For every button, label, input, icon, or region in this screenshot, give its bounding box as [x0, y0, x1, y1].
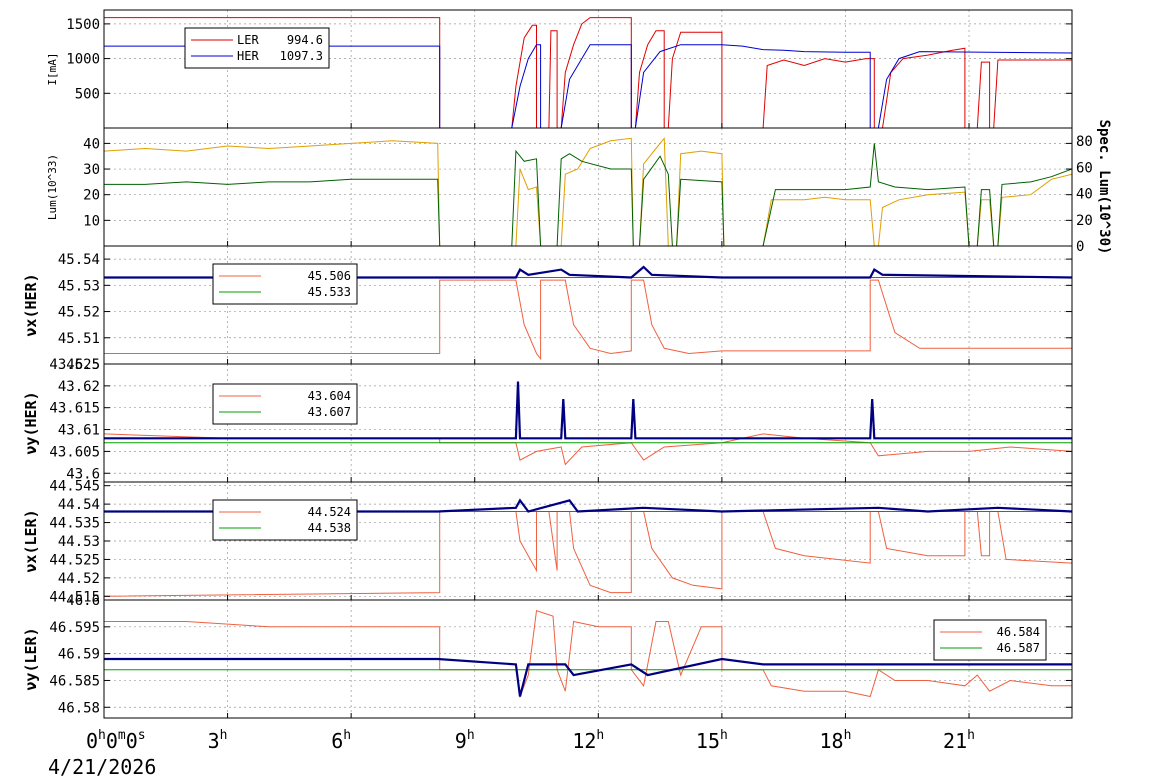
legend-box: [933, 619, 1047, 661]
ytick-label: 44.54: [58, 497, 100, 513]
ytick-label-right: 0: [1076, 239, 1084, 255]
ytick-label: 40: [83, 136, 100, 152]
ytick-label: 46.58: [58, 700, 100, 716]
xtick-label: 15h: [696, 728, 728, 753]
legend-value: 44.538: [308, 521, 351, 535]
ytick-label: 46.6: [66, 593, 100, 609]
series-line-trace: [104, 657, 1072, 697]
legend: 45.506 45.533: [212, 263, 358, 305]
ytick-label: 44.545: [49, 479, 100, 495]
ytick-label-right: 20: [1076, 213, 1093, 229]
ytick-label: 45.54: [58, 252, 100, 268]
ytick-label: 10: [83, 213, 100, 229]
legend-value: 45.506: [308, 269, 351, 283]
panel-nuy_her: 43.6 43.605 43.61 43.615 43.62 43.625 νy(HER) 4…: [22, 357, 1073, 483]
legend-value: 1097.3: [280, 49, 323, 63]
xtick-label: 21h: [943, 728, 975, 753]
y-axis-label-right: Spec. Lum(10^30): [1096, 120, 1112, 255]
ytick-label: 1500: [66, 17, 100, 33]
xtick-label: 6h: [331, 728, 351, 753]
legend-series-name: LER: [237, 33, 259, 47]
legend: 46.584 46.587: [933, 619, 1047, 661]
legend-value: 44.524: [308, 505, 351, 519]
legend-value: 45.533: [308, 285, 351, 299]
y-axis-label: Lum(10^33): [46, 154, 59, 220]
series-line-LER: [104, 17, 1072, 128]
legend-value: 46.587: [997, 641, 1040, 655]
ytick-label: 46.59: [58, 647, 100, 663]
ytick-label: 44.535: [49, 516, 100, 532]
series-line-trace: [104, 498, 1072, 513]
ytick-label: 44.525: [49, 552, 100, 568]
panel-nux_ler: 44.515 44.52 44.525 44.53 44.535 44.54 44.545 ν…: [22, 479, 1073, 605]
ytick-label: 43.6: [66, 466, 100, 482]
ytick-label: 43.625: [49, 357, 100, 373]
ytick-label: 45.52: [58, 305, 100, 321]
x-date-label: 4/21/2026: [48, 755, 156, 779]
ytick-label: 20: [83, 188, 100, 204]
x-origin-label: 0h0m0s: [86, 728, 146, 753]
ytick-label: 46.585: [49, 673, 100, 689]
legend: 43.604 43.607: [212, 383, 358, 425]
y-axis-label: I[mA]: [46, 52, 59, 85]
ytick-label: 30: [83, 162, 100, 178]
legend-value: 43.607: [308, 405, 351, 419]
ytick-label: 43.615: [49, 401, 100, 417]
ytick-label: 43.61: [58, 423, 100, 439]
series-line-HER: [104, 44, 1072, 128]
ytick-label: 45.51: [58, 331, 100, 347]
y-axis-label: νy(HER): [22, 391, 40, 454]
ytick-label: 45.5: [66, 357, 100, 373]
y-axis-label: νx(HER): [22, 273, 40, 336]
xtick-label: 9h: [455, 728, 475, 753]
y-axis-label: νy(LER): [22, 627, 40, 690]
ytick-label-right: 80: [1076, 134, 1093, 150]
series-line-trace: [104, 279, 1072, 361]
series-line-trace: [104, 381, 1072, 440]
legend: LER 994.6 HER 1097.3: [184, 27, 330, 69]
legend-value: 994.6: [287, 33, 323, 47]
legend-value: 46.584: [997, 625, 1040, 639]
legend-series-name: HER: [237, 49, 259, 63]
legend: 44.524 44.538: [212, 499, 358, 541]
ytick-label: 44.53: [58, 534, 100, 550]
xtick-label: 12h: [572, 728, 604, 753]
y-axis-label: νx(LER): [22, 509, 40, 572]
panel-current: 500 1000 1500 I[mA] LER 994.6 HER 1097.3: [46, 9, 1073, 129]
ytick-label-right: 40: [1076, 187, 1093, 203]
ytick-label: 43.62: [58, 379, 100, 395]
panel-frame: [103, 599, 1073, 719]
series-line-trace: [104, 143, 1072, 246]
ytick-label: 44.52: [58, 571, 100, 587]
legend-box: [212, 499, 358, 541]
legend-box: [212, 263, 358, 305]
series-line-trace: [104, 265, 1072, 279]
ytick-label: 46.595: [49, 620, 100, 636]
series-line-trace: [104, 136, 1072, 246]
ytick-label: 45.53: [58, 278, 100, 294]
ytick-label: 43.605: [49, 444, 100, 460]
ytick-label: 1000: [66, 52, 100, 68]
legend-value: 43.604: [308, 389, 351, 403]
xtick-label: 3h: [208, 728, 228, 753]
ytick-label-right: 60: [1076, 160, 1093, 176]
panel-luminosity: 10 20 30 40 0 20 40 60 80 Spec. Lum(10^30) Lum(10^…: [46, 120, 1112, 255]
legend-box: [212, 383, 358, 425]
xtick-label: 18h: [819, 728, 851, 753]
legend-box: [184, 27, 330, 69]
ytick-label: 500: [75, 86, 100, 102]
ytick-label: 44.515: [49, 589, 100, 605]
panel-frame: [103, 127, 1073, 247]
